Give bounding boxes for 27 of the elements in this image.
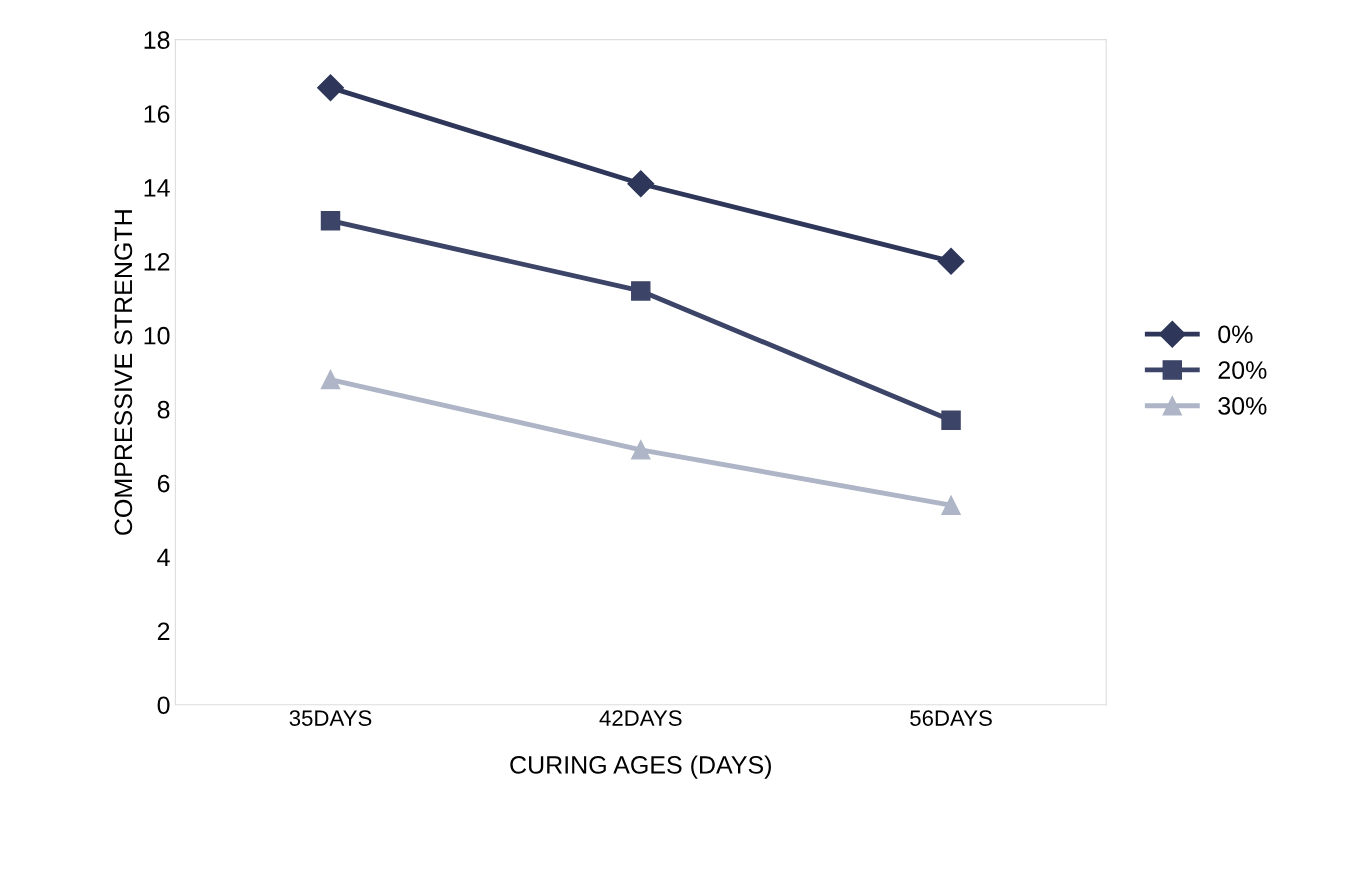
point — [317, 74, 344, 102]
y-tick-label: 4 — [157, 548, 170, 567]
y-tick-label: 10 — [144, 326, 170, 345]
y-tick-label: 0 — [157, 696, 170, 715]
legend-label: 0% — [1218, 325, 1253, 344]
x-axis-title: CURING AGES (DAYS) — [510, 755, 771, 779]
y-tick-label: 14 — [144, 179, 170, 197]
y-tick-label: 16 — [144, 105, 170, 123]
legend-label: 30% — [1218, 397, 1267, 415]
y-tick-label: 6 — [157, 474, 170, 493]
y-tick-label: 18 — [144, 31, 170, 49]
y-axis-title: COMPRESSIVE STRENGTH — [114, 210, 133, 535]
point — [631, 440, 651, 460]
point — [941, 495, 961, 515]
point — [631, 281, 651, 301]
point — [320, 369, 341, 390]
legend-label: 20% — [1218, 361, 1267, 379]
y-tick-label: 12 — [144, 252, 170, 271]
point — [627, 170, 655, 198]
x-tick-label: 42DAYS — [599, 710, 682, 726]
x-tick-label: 35DAYS — [289, 710, 372, 726]
point — [937, 247, 965, 275]
x-tick-label: 56DAYS — [910, 710, 992, 726]
point — [320, 210, 341, 231]
y-tick-label: 2 — [157, 622, 170, 640]
point — [941, 410, 961, 430]
y-tick-label: 8 — [157, 400, 170, 419]
